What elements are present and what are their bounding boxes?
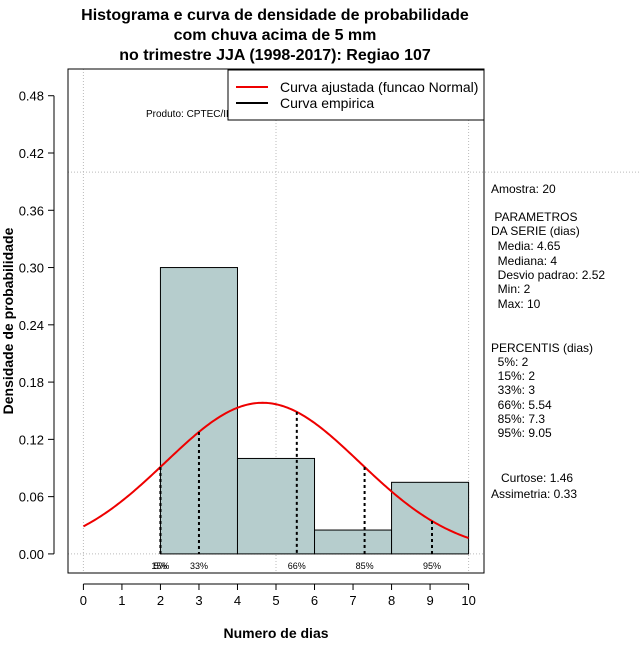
y-tick-label: 0.42 xyxy=(19,146,44,161)
histogram-bar xyxy=(159,267,238,555)
curtose: Curtose: 1.46 xyxy=(491,471,574,485)
percentil-85: 85%: 7.3 xyxy=(491,412,546,426)
x-tick-label: 8 xyxy=(388,593,395,608)
percentil-95: 95%: 9.05 xyxy=(491,426,552,440)
y-tick-label: 0.24 xyxy=(19,318,44,333)
y-axis-title: Densidade de probabilidade xyxy=(0,227,16,414)
percentil-66: 66%: 5.54 xyxy=(491,398,552,412)
normal-fit-curve xyxy=(82,401,469,539)
params-title-2: DA SERIE (dias) xyxy=(491,224,580,238)
histogram-bar xyxy=(236,457,316,555)
param-media: Media: 4.65 xyxy=(491,239,561,253)
chart-title-line-3: no trimestre JJA (1998-2017): Regiao 107 xyxy=(119,47,431,64)
y-axis: 0.00 0.06 0.12 0.18 0.24 0.30 0.36 0.42 0.48 xyxy=(19,89,55,562)
legend: Curva ajustada (funcao Normal) Curva emp… xyxy=(227,69,485,121)
y-tick-label: 0.48 xyxy=(19,89,44,104)
x-axis: 0 1 2 3 4 5 6 7 8 9 10 xyxy=(80,583,476,608)
y-tick-label: 0.06 xyxy=(19,490,44,505)
x-tick-label: 3 xyxy=(195,593,202,608)
chart-title-line-2: com chuva acima de 5 mm xyxy=(173,27,377,44)
x-tick-label: 5 xyxy=(272,593,279,608)
percentile-label: 33% xyxy=(190,561,208,571)
percentil-33: 33%: 3 xyxy=(491,383,536,397)
x-tick-label: 9 xyxy=(426,593,433,608)
x-tick-label: 6 xyxy=(311,593,318,608)
y-tick-label: 0.36 xyxy=(19,203,44,218)
percentile-label: 85% xyxy=(356,561,374,571)
histogram-bars xyxy=(159,267,470,555)
x-tick-label: 4 xyxy=(234,593,241,608)
percentile-label: 15% xyxy=(151,561,169,571)
x-tick-label: 10 xyxy=(461,593,475,608)
percentile-lines: 5%15% 33% 66% 85% 95% xyxy=(151,411,441,571)
histogram-bar xyxy=(314,529,393,555)
x-tick-label: 0 xyxy=(80,593,87,608)
product-label: Produto: CPTEC/INPE xyxy=(146,109,247,120)
y-tick-label: 0.00 xyxy=(19,547,44,562)
percentil-15: 15%: 2 xyxy=(491,369,536,383)
percentis-title: PERCENTIS (dias) xyxy=(491,341,594,355)
param-mediana: Mediana: 4 xyxy=(491,254,558,268)
param-desvio: Desvio padrao: 2.52 xyxy=(491,268,606,282)
y-tick-label: 0.30 xyxy=(19,261,44,276)
x-axis-title: Numero de dias xyxy=(223,625,328,641)
x-tick-label: 2 xyxy=(157,593,164,608)
y-tick-label: 0.12 xyxy=(19,432,44,447)
legend-label-normal-fit: Curva ajustada (funcao Normal) xyxy=(280,79,478,95)
sample-size: Amostra: 20 xyxy=(491,182,556,196)
y-tick-label: 0.18 xyxy=(19,375,44,390)
params-title-1: PARAMETROS xyxy=(491,210,578,224)
normal-fit-curve-group xyxy=(82,401,469,539)
plot-frame xyxy=(67,68,485,574)
percentile-label: 5% xyxy=(154,561,167,571)
assimetria: Assimetria: 0.33 xyxy=(491,487,578,501)
param-max: Max: 10 xyxy=(491,297,541,311)
percentil-5: 5%: 2 xyxy=(491,355,529,369)
chart-title-line-1: Histograma e curva de densidade de proba… xyxy=(81,7,469,24)
percentile-label: 95% xyxy=(423,561,441,571)
legend-label-empirical: Curva empirica xyxy=(280,95,374,111)
legend-box xyxy=(227,69,485,121)
x-tick-label: 1 xyxy=(118,593,125,608)
x-tick-label: 7 xyxy=(349,593,356,608)
percentile-label: 66% xyxy=(288,561,306,571)
param-min: Min: 2 xyxy=(491,282,531,296)
histogram-bar xyxy=(391,481,470,555)
